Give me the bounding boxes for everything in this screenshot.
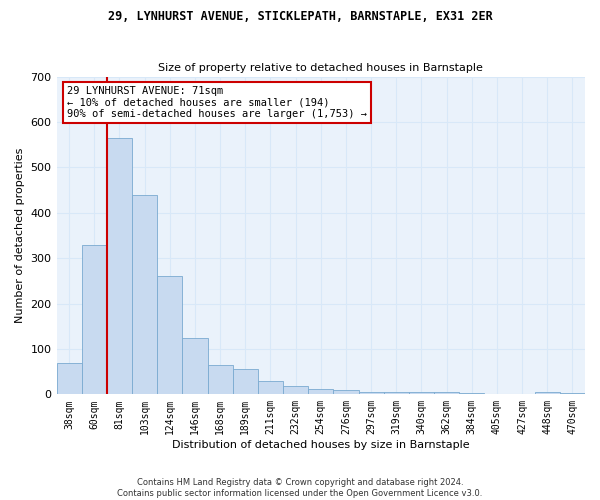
Bar [535,392,560,394]
Bar [308,389,334,394]
Y-axis label: Number of detached properties: Number of detached properties [15,148,25,323]
Bar [82,244,107,394]
Bar [409,392,434,394]
Bar [334,390,359,394]
Bar [107,138,132,394]
Bar [208,365,233,394]
Bar [560,392,585,394]
Text: Contains HM Land Registry data © Crown copyright and database right 2024.
Contai: Contains HM Land Registry data © Crown c… [118,478,482,498]
Title: Size of property relative to detached houses in Barnstaple: Size of property relative to detached ho… [158,63,483,73]
Bar [157,276,182,394]
Text: 29, LYNHURST AVENUE, STICKLEPATH, BARNSTAPLE, EX31 2ER: 29, LYNHURST AVENUE, STICKLEPATH, BARNST… [107,10,493,23]
Bar [383,392,409,394]
Bar [359,392,383,394]
Bar [56,362,82,394]
Bar [182,338,208,394]
Bar [283,386,308,394]
Bar [233,370,258,394]
Bar [258,380,283,394]
Bar [132,194,157,394]
Text: 29 LYNHURST AVENUE: 71sqm
← 10% of detached houses are smaller (194)
90% of semi: 29 LYNHURST AVENUE: 71sqm ← 10% of detac… [67,86,367,120]
Bar [459,393,484,394]
X-axis label: Distribution of detached houses by size in Barnstaple: Distribution of detached houses by size … [172,440,470,450]
Bar [434,392,459,394]
